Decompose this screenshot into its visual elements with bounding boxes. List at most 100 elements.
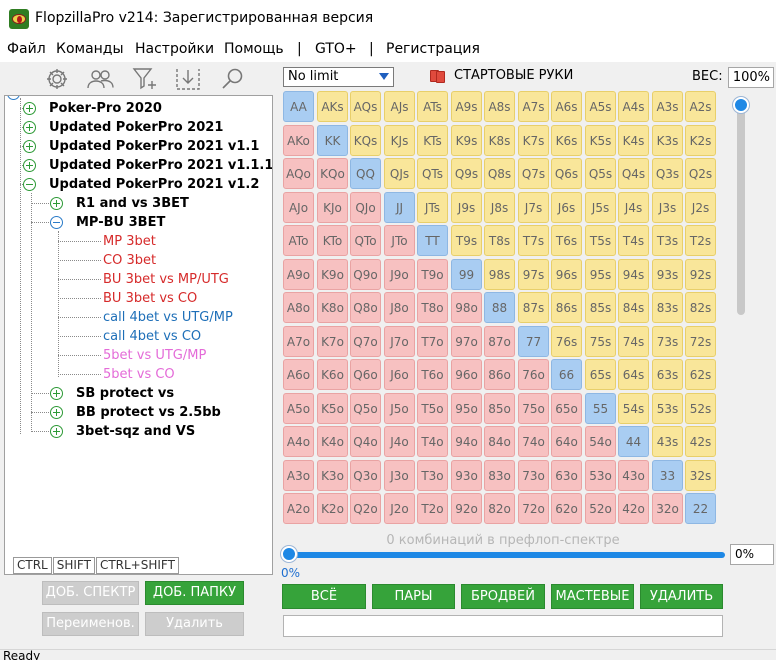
gear-icon[interactable] [43,66,71,92]
rename-button[interactable]: Переименов. [42,612,139,636]
range-slider-knob[interactable] [281,546,297,562]
hand-cell[interactable]: A6s [551,91,582,122]
hand-cell[interactable]: 74s [618,326,649,357]
hand-cell[interactable]: 83s [652,292,683,323]
hand-cell[interactable]: J7o [384,326,415,357]
tree-folder[interactable]: 3bet-sqz and VS [76,424,196,439]
import-icon[interactable] [174,66,202,92]
tree-range[interactable]: MP 3bet [103,234,156,249]
hand-cell[interactable]: Q9o [350,259,381,290]
hand-cell[interactable]: A2o [283,493,314,524]
hand-cell[interactable]: T4s [618,225,649,256]
hand-cell[interactable]: J3s [652,192,683,223]
hand-cell[interactable]: 76s [551,326,582,357]
hand-cell[interactable]: 52s [685,393,716,424]
hand-cell[interactable]: K4o [317,426,348,457]
tree-folder[interactable]: Updated PokerPro 2021 v1.1.1 [49,158,273,173]
hand-cell[interactable]: AKo [283,125,314,156]
hand-cell[interactable]: T7s [518,225,549,256]
hand-cell[interactable]: 63o [551,460,582,491]
hand-cell[interactable]: J8s [484,192,515,223]
hand-cell[interactable]: 32o [652,493,683,524]
hand-cell[interactable]: 95s [585,259,616,290]
hand-cell[interactable]: 97s [518,259,549,290]
hand-cell[interactable]: Q2s [685,158,716,189]
hand-cell[interactable]: Q6s [551,158,582,189]
tree-range[interactable]: call 4bet vs CO [103,329,202,344]
hand-cell[interactable]: KQo [317,158,348,189]
hand-cell[interactable]: Q2o [350,493,381,524]
collapse-icon[interactable] [50,216,63,229]
hand-cell[interactable]: 72o [518,493,549,524]
expand-icon[interactable] [50,197,63,210]
pairs-button[interactable]: ПАРЫ [372,584,455,609]
tree-folder[interactable]: Updated PokerPro 2021 [49,120,224,135]
hand-cell[interactable]: T5o [417,393,448,424]
menu-settings[interactable]: Настройки [135,41,215,57]
hand-cell[interactable]: 62s [685,359,716,390]
menu-gto[interactable]: GTO+ [315,41,357,57]
hand-cell[interactable]: QTo [350,225,381,256]
tab-ctrl-shift[interactable]: CTRL+SHIFT [95,557,179,574]
range-tree[interactable]: Poker-Pro 2020 Updated PokerPro 2021 Upd… [4,95,273,575]
hand-cell[interactable]: 42s [685,426,716,457]
tree-folder[interactable]: MP-BU 3BET [76,215,166,230]
hand-cell[interactable]: A8s [484,91,515,122]
hand-cell[interactable]: J6s [551,192,582,223]
hand-cell[interactable]: 86o [484,359,515,390]
vertical-slider-knob[interactable] [733,97,749,113]
range-text-input[interactable] [283,615,723,637]
menu-help[interactable]: Помощь [224,41,284,57]
hand-cell[interactable]: 63s [652,359,683,390]
hand-cell[interactable]: J2s [685,192,716,223]
hand-cell[interactable]: Q6o [350,359,381,390]
hand-cell[interactable]: 74o [518,426,549,457]
expand-icon[interactable] [23,102,36,115]
hand-cell[interactable]: 52o [585,493,616,524]
hand-cell[interactable]: 86s [551,292,582,323]
hand-cell[interactable]: QJo [350,192,381,223]
hand-cell[interactable]: 75s [585,326,616,357]
hand-cell[interactable]: 33 [652,460,683,491]
hand-cell[interactable]: Q7s [518,158,549,189]
hand-cell[interactable]: JTs [417,192,448,223]
hand-cell[interactable]: 73o [518,460,549,491]
hand-cell[interactable]: QJs [384,158,415,189]
hand-cell[interactable]: Q9s [451,158,482,189]
hand-cell[interactable]: K7o [317,326,348,357]
expand-icon[interactable] [23,121,36,134]
hand-cell[interactable]: K5s [585,125,616,156]
hand-cell[interactable]: T9s [451,225,482,256]
hand-cell[interactable]: 92o [451,493,482,524]
hand-cell[interactable]: 62o [551,493,582,524]
hand-cell[interactable]: 75o [518,393,549,424]
hand-cell[interactable]: A7s [518,91,549,122]
hand-cell[interactable]: 42o [618,493,649,524]
hand-cell[interactable]: Q5o [350,393,381,424]
slider-value-input[interactable]: 0% [730,544,774,565]
tree-range[interactable]: 5bet vs UTG/MP [103,348,207,363]
hand-cell[interactable]: 76o [518,359,549,390]
hand-cell[interactable]: Q3s [652,158,683,189]
hand-cell[interactable]: TT [417,225,448,256]
hand-cell[interactable]: K9s [451,125,482,156]
hand-cell[interactable]: A2s [685,91,716,122]
hand-cell[interactable]: J5s [585,192,616,223]
tab-ctrl[interactable]: CTRL [13,557,52,574]
vertical-slider[interactable] [733,97,749,315]
broadway-button[interactable]: БРОДВЕЙ [461,584,545,609]
hand-cell[interactable]: 53s [652,393,683,424]
hand-cell[interactable]: KQs [350,125,381,156]
menu-commands[interactable]: Команды [56,41,124,57]
hand-cell[interactable]: A4s [618,91,649,122]
hand-cell[interactable]: 93o [451,460,482,491]
hand-cell[interactable]: 94o [451,426,482,457]
hand-cell[interactable]: 84s [618,292,649,323]
hand-cell[interactable]: KJs [384,125,415,156]
hand-cell[interactable]: Q5s [585,158,616,189]
hand-cell[interactable]: A5s [585,91,616,122]
range-percent-slider[interactable] [281,546,725,562]
hand-cell[interactable]: Q4o [350,426,381,457]
hand-cell[interactable]: J5o [384,393,415,424]
hand-cell[interactable]: 54s [618,393,649,424]
